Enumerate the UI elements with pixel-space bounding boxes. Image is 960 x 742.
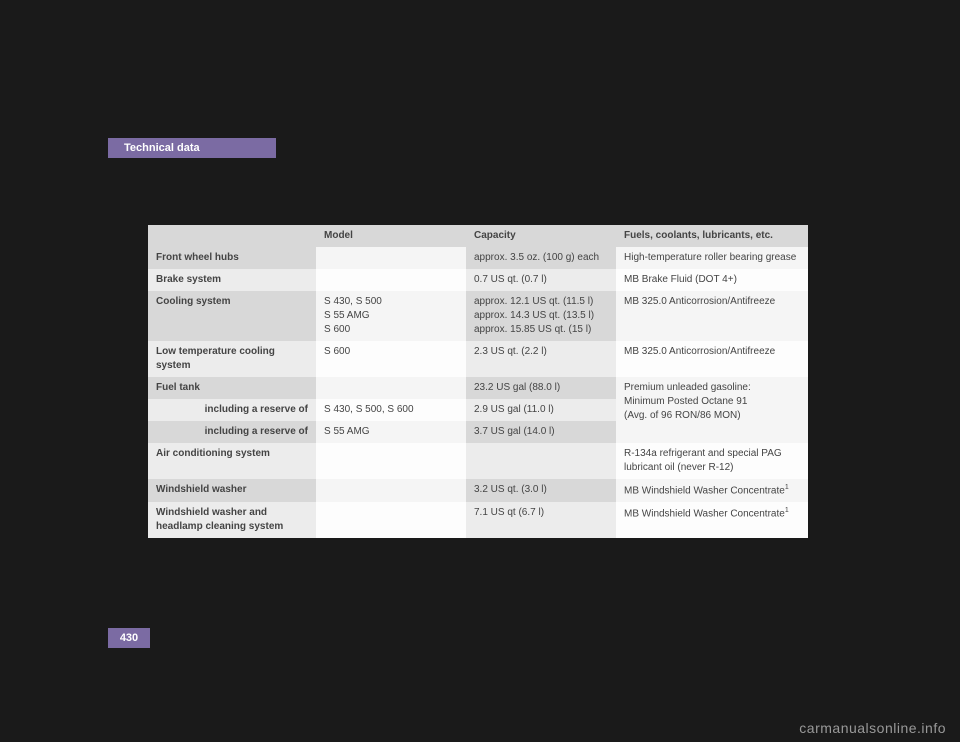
- table-header-row: Model Capacity Fuels, coolants, lubrican…: [148, 225, 808, 247]
- row-label: Windshield washer and headlamp cleaning …: [148, 502, 316, 538]
- row-label: Air conditioning system: [148, 443, 316, 479]
- row-capacity: 3.7 US gal (14.0 l): [466, 421, 616, 443]
- row-label: Cooling system: [148, 291, 316, 341]
- row-fuel: MB 325.0 Anticorrosion/Antifreeze: [616, 291, 808, 341]
- row-capacity: 2.3 US qt. (2.2 l): [466, 341, 616, 377]
- row-label: Front wheel hubs: [148, 247, 316, 269]
- row-capacity: approx. 3.5 oz. (100 g) each: [466, 247, 616, 269]
- row-capacity: 3.2 US qt. (3.0 l): [466, 479, 616, 502]
- table-row: Air conditioning system R-134a refrigera…: [148, 443, 808, 479]
- row-fuel: R-134a refrigerant and special PAG lubri…: [616, 443, 808, 479]
- header-fuels: Fuels, coolants, lubricants, etc.: [616, 225, 808, 247]
- table-row: Low temperature cooling system S 600 2.3…: [148, 341, 808, 377]
- row-label: including a reserve of: [148, 421, 316, 443]
- table-row: Windshield washer and headlamp cleaning …: [148, 502, 808, 538]
- row-fuel: MB Brake Fluid (DOT 4+): [616, 269, 808, 291]
- table-row: Windshield washer 3.2 US qt. (3.0 l) MB …: [148, 479, 808, 502]
- row-capacity: 23.2 US gal (88.0 l): [466, 377, 616, 399]
- table-row: Brake system 0.7 US qt. (0.7 l) MB Brake…: [148, 269, 808, 291]
- row-model: S 430, S 500, S 600: [316, 399, 466, 421]
- row-fuel: MB Windshield Washer Concentrate1: [616, 502, 808, 538]
- section-tab: Technical data: [108, 138, 276, 158]
- row-fuel: High-temperature roller bearing grease: [616, 247, 808, 269]
- page-number: 430: [108, 628, 150, 648]
- header-model: Model: [316, 225, 466, 247]
- row-model: [316, 502, 466, 538]
- row-model: S 600: [316, 341, 466, 377]
- table-row: Fuel tank 23.2 US gal (88.0 l) Premium u…: [148, 377, 808, 399]
- table-row: Cooling system S 430, S 500 S 55 AMG S 6…: [148, 291, 808, 341]
- row-label: Brake system: [148, 269, 316, 291]
- row-model: [316, 247, 466, 269]
- row-capacity: approx. 12.1 US qt. (11.5 l) approx. 14.…: [466, 291, 616, 341]
- row-model: [316, 479, 466, 502]
- row-model: S 430, S 500 S 55 AMG S 600: [316, 291, 466, 341]
- row-fuel: Premium unleaded gasoline: Minimum Poste…: [616, 377, 808, 443]
- specs-table: Model Capacity Fuels, coolants, lubrican…: [148, 225, 808, 538]
- row-capacity: 0.7 US qt. (0.7 l): [466, 269, 616, 291]
- row-label: including a reserve of: [148, 399, 316, 421]
- header-capacity: Capacity: [466, 225, 616, 247]
- row-model: [316, 443, 466, 479]
- row-capacity: [466, 443, 616, 479]
- row-model: [316, 269, 466, 291]
- row-fuel: MB 325.0 Anticorrosion/Antifreeze: [616, 341, 808, 377]
- row-label: Windshield washer: [148, 479, 316, 502]
- watermark: carmanualsonline.info: [799, 720, 946, 736]
- row-model: S 55 AMG: [316, 421, 466, 443]
- row-fuel: MB Windshield Washer Concentrate1: [616, 479, 808, 502]
- table-row: Front wheel hubs approx. 3.5 oz. (100 g)…: [148, 247, 808, 269]
- row-model: [316, 377, 466, 399]
- row-capacity: 2.9 US gal (11.0 l): [466, 399, 616, 421]
- row-label: Low temperature cooling system: [148, 341, 316, 377]
- row-capacity: 7.1 US qt (6.7 l): [466, 502, 616, 538]
- row-label: Fuel tank: [148, 377, 316, 399]
